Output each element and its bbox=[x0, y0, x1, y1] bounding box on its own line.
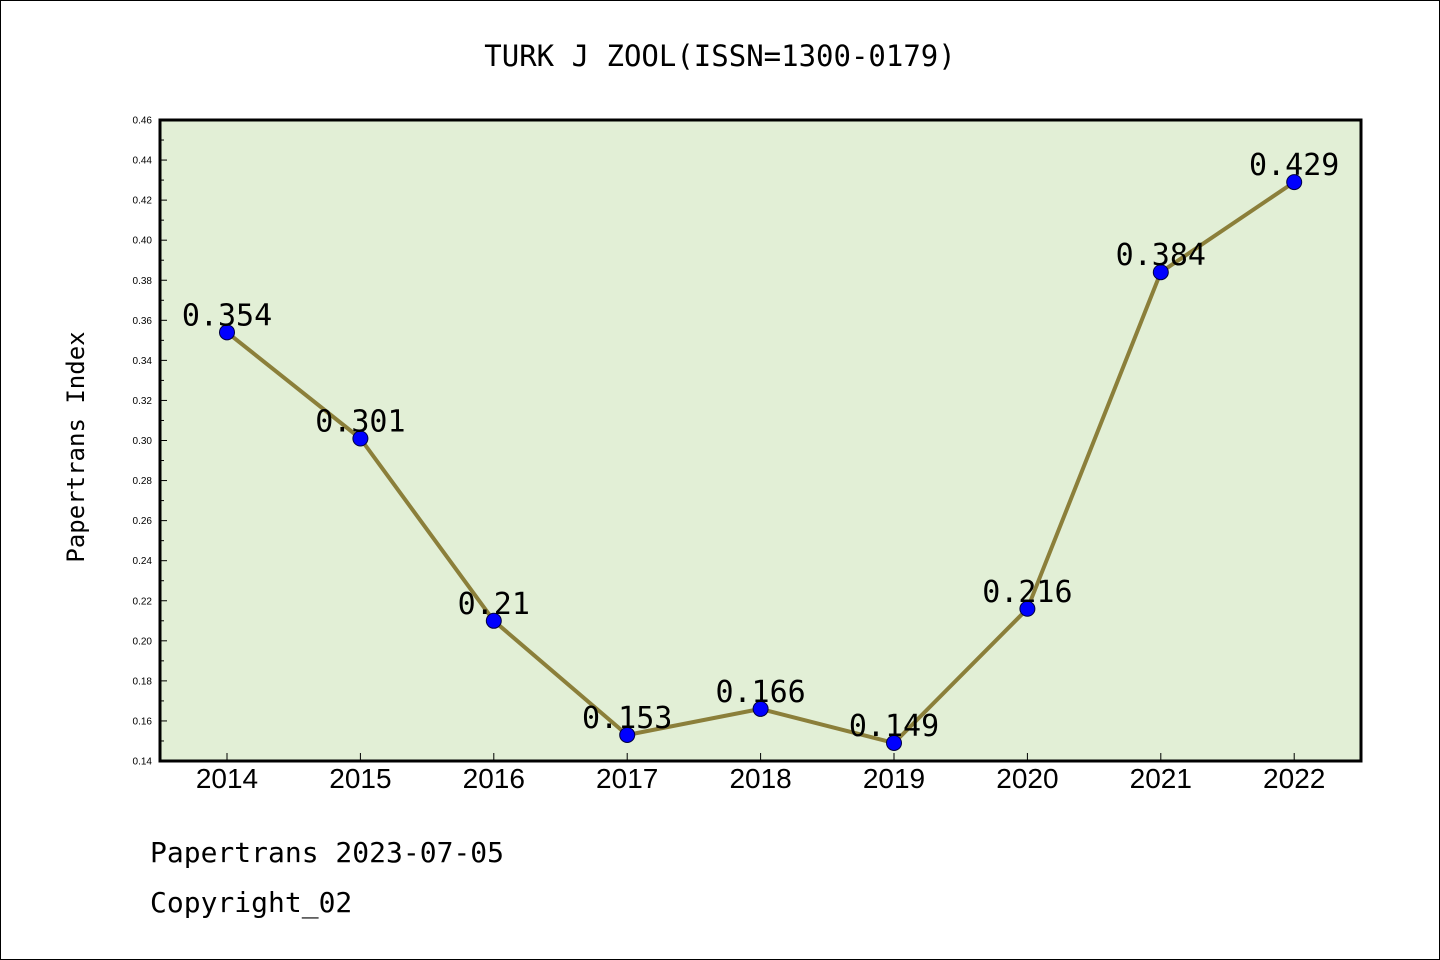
y-axis: 0.14 0.16 0.18 0.20 0.22 0.24 0.26 0.28 0.30 0.32… bbox=[133, 116, 167, 768]
y-tick-label: 0.30 bbox=[133, 436, 153, 447]
y-tick-label: 0.38 bbox=[133, 276, 153, 287]
y-tick-label: 0.24 bbox=[133, 556, 153, 567]
y-tick-label: 0.36 bbox=[133, 316, 153, 327]
data-point bbox=[1152, 264, 1169, 281]
y-axis-label: Papertrans Index bbox=[62, 331, 90, 562]
data-point bbox=[485, 612, 502, 629]
data-label: 0.384 bbox=[1116, 238, 1206, 273]
chart-title: TURK J ZOOL(ISSN=1300-0179) bbox=[484, 39, 955, 73]
data-point bbox=[352, 430, 369, 447]
y-tick-label: 0.46 bbox=[133, 116, 153, 127]
y-tick-label: 0.22 bbox=[133, 596, 153, 607]
data-point bbox=[1019, 600, 1036, 617]
y-tick-label: 0.14 bbox=[133, 757, 153, 768]
x-tick-label: 2022 bbox=[1263, 763, 1325, 794]
x-tick-label: 2021 bbox=[1130, 763, 1192, 794]
data-point bbox=[619, 726, 636, 743]
y-tick-label: 0.44 bbox=[133, 156, 153, 167]
data-label: 0.354 bbox=[182, 298, 272, 333]
y-tick-label: 0.40 bbox=[133, 236, 153, 247]
x-tick-label: 2017 bbox=[596, 763, 658, 794]
data-label: 0.429 bbox=[1249, 148, 1339, 183]
y-tick-label: 0.42 bbox=[133, 196, 153, 207]
data-label: 0.149 bbox=[849, 709, 939, 744]
y-tick-label: 0.28 bbox=[133, 476, 153, 487]
data-label: 0.153 bbox=[582, 701, 672, 736]
y-tick-label: 0.20 bbox=[133, 636, 153, 647]
x-axis: 2014 2015 2016 2017 2018 2019 2020 2021 2022 bbox=[196, 753, 1325, 794]
data-point bbox=[752, 700, 769, 717]
data-label: 0.21 bbox=[458, 587, 530, 622]
y-tick-label: 0.32 bbox=[133, 396, 153, 407]
data-point bbox=[219, 324, 235, 341]
x-tick-label: 2015 bbox=[329, 763, 391, 794]
y-tick-label: 0.18 bbox=[133, 676, 153, 687]
y-tick-label: 0.26 bbox=[133, 516, 153, 527]
footer-date: Papertrans 2023-07-05 bbox=[150, 836, 505, 869]
data-label: 0.166 bbox=[715, 675, 805, 710]
series-markers bbox=[219, 174, 1303, 751]
data-point bbox=[1286, 174, 1303, 191]
y-tick-label: 0.34 bbox=[133, 356, 153, 367]
data-labels: 0.354 0.301 0.21 0.153 0.166 0.149 0.216 0.384 0… bbox=[182, 148, 1340, 744]
x-tick-label: 2018 bbox=[729, 763, 791, 794]
x-tick-label: 2014 bbox=[196, 763, 258, 794]
data-point bbox=[886, 734, 902, 751]
data-label: 0.216 bbox=[982, 575, 1072, 610]
y-tick-label: 0.16 bbox=[133, 716, 153, 727]
footer-copyright: Copyright_02 bbox=[150, 886, 353, 919]
plot-area bbox=[158, 118, 1363, 763]
x-tick-label: 2016 bbox=[463, 763, 525, 794]
x-tick-label: 2019 bbox=[863, 763, 925, 794]
data-label: 0.301 bbox=[315, 404, 405, 439]
x-tick-label: 2020 bbox=[996, 763, 1058, 794]
